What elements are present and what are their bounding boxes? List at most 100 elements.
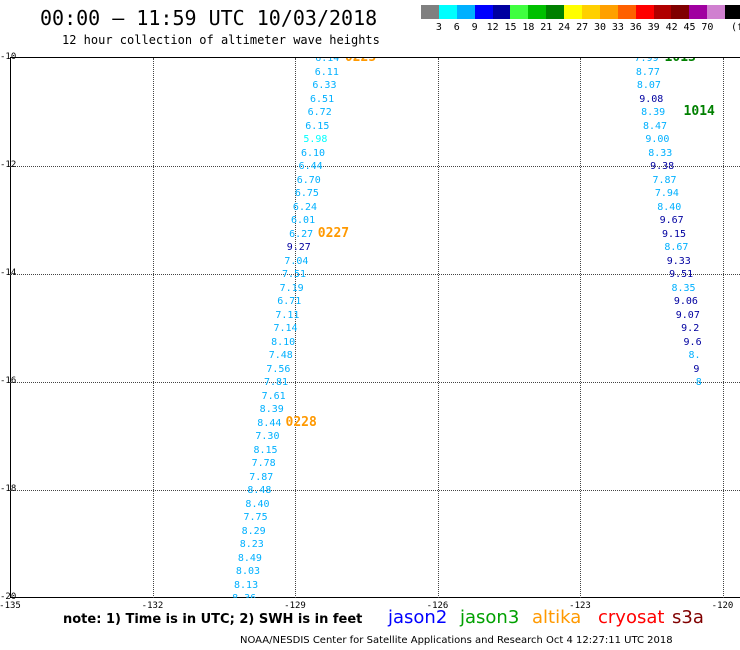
grid-line-vertical [152, 58, 154, 598]
wave-height-value: 6.01 [291, 215, 316, 226]
y-tick-label: -12 [0, 160, 17, 170]
scale-swatch [438, 5, 457, 19]
wave-height-value: 9.06 [673, 296, 698, 307]
wave-height-value: 9.51 [669, 269, 694, 280]
scale-label: 70 [701, 22, 714, 33]
x-tick-label: -126 [426, 601, 449, 611]
scale-swatch [671, 5, 690, 19]
wave-height-value: 7.14 [273, 323, 298, 334]
wave-height-value: 8.49 [237, 552, 262, 564]
wave-height-value: 9.07 [675, 309, 700, 321]
scale-label: 6 [453, 22, 460, 33]
scale-label: 33 [611, 22, 624, 33]
wave-height-value: 8.36 [232, 593, 256, 598]
plot-frame-top [10, 57, 740, 58]
wave-height-value: 6.75 [294, 188, 319, 199]
wave-height-value: 7.87 [652, 174, 677, 186]
wave-height-value: 9.33 [666, 255, 691, 267]
scale-swatch [510, 5, 529, 19]
wave-height-value: 7.78 [251, 458, 276, 469]
scale-swatch [582, 5, 600, 19]
wave-height-value: 6.14 [315, 58, 340, 64]
wave-height-value: 9.00 [645, 134, 670, 145]
wave-height-value: 8.13 [234, 579, 259, 591]
wave-height-value: 9.67 [659, 215, 684, 226]
scale-swatch [653, 5, 672, 19]
wave-height-value: 8.33 [648, 147, 673, 159]
scale-label: 27 [576, 22, 589, 33]
wave-height-value: 6.24 [292, 201, 318, 213]
wave-height-value: 7.51 [282, 269, 307, 280]
scale-swatch [474, 5, 493, 19]
wave-height-value: 7.19 [279, 282, 304, 294]
legend-jason2: jason2 [388, 607, 448, 628]
legend-jason3: jason3 [460, 607, 520, 628]
scale-label: 3 [435, 22, 442, 33]
page-subtitle: 12 hour collection of altimeter wave hei… [62, 33, 380, 47]
legend-cryosat: cryosat [598, 607, 665, 628]
wave-height-value: 7.56 [266, 363, 291, 375]
scale-swatch [707, 5, 726, 19]
x-tick-label: -129 [284, 601, 306, 611]
wave-height-value: 8.44 [257, 417, 282, 429]
y-tick-label: -14 [0, 268, 17, 278]
scale-swatch [599, 5, 618, 19]
wave-height-value: 7.30 [255, 431, 280, 442]
scale-label: 15 [504, 22, 517, 33]
plot-frame-bottom [10, 597, 740, 598]
scale-swatch [617, 5, 636, 19]
wave-height-value: 7.61 [261, 390, 286, 402]
wave-height-value: 8.40 [245, 498, 270, 510]
legend-s3a: s3a [672, 607, 704, 628]
color-scale-bar [421, 5, 740, 19]
grid-line-vertical [437, 58, 439, 598]
scale-swatch [635, 5, 654, 19]
scale-label: 9 [471, 22, 478, 33]
pass-time-label: 0228 [285, 414, 317, 430]
scale-unit-label: (ft) [731, 22, 740, 33]
wave-height-value: 6.72 [307, 107, 332, 118]
wave-height-value: 6.11 [314, 66, 339, 78]
wave-height-value: 8.03 [235, 566, 261, 577]
scale-swatch [725, 5, 740, 19]
wave-height-value: 6.33 [312, 80, 337, 91]
y-tick-label: -16 [0, 376, 17, 386]
wave-height-value: 8.07 [636, 80, 661, 91]
footer-note: note: 1) Time is in UTC; 2) SWH is in fe… [63, 612, 363, 627]
wave-height-value: 7.04 [284, 255, 309, 267]
y-tick-label: -18 [0, 484, 17, 494]
wave-height-value: 6.70 [296, 174, 321, 186]
grid-line-horizontal [10, 274, 740, 275]
wave-height-value: 8.39 [641, 107, 666, 118]
wave-height-value: 7.75 [243, 512, 268, 523]
x-tick-label: -123 [569, 601, 591, 611]
wave-height-value: 8.15 [253, 444, 278, 456]
pass-time-label: 1014 [683, 104, 715, 119]
grid-line-vertical [295, 58, 296, 598]
legend-altika: altika [532, 607, 582, 628]
wave-height-value: 7.11 [275, 309, 300, 321]
x-tick-label: -135 [0, 601, 21, 611]
page-title: 00:00 – 11:59 UTC 10/03/2018 [40, 6, 378, 30]
wave-height-value: 6.10 [301, 147, 326, 159]
scale-swatch [546, 5, 565, 19]
scale-label: 21 [540, 22, 553, 33]
wave-height-value: 8 [695, 377, 702, 388]
wave-height-value: 5.98 [303, 134, 328, 145]
scale-swatch [689, 5, 708, 19]
map-plot-area[interactable]: 6.14 6.11 6.33 6.51 6.72 6.15 5.98 6.10 6.44 6.70… [10, 58, 740, 598]
pass-time-label: 0225 [345, 58, 376, 65]
grid-line-horizontal [10, 490, 740, 491]
scale-swatch [528, 5, 547, 19]
wave-height-value: 9.27 [286, 242, 311, 253]
scale-label: 36 [629, 22, 642, 33]
x-tick-label: -132 [141, 601, 164, 611]
wave-height-value: 8.10 [271, 336, 296, 348]
grid-line-vertical [580, 58, 581, 598]
wave-height-value: 6.44 [298, 161, 323, 172]
credit-line: NOAA/NESDIS Center for Satellite Applica… [240, 635, 673, 646]
scale-swatch [564, 5, 583, 19]
wave-height-value: 6.71 [277, 296, 302, 307]
wave-height-value: 7.48 [268, 350, 293, 361]
